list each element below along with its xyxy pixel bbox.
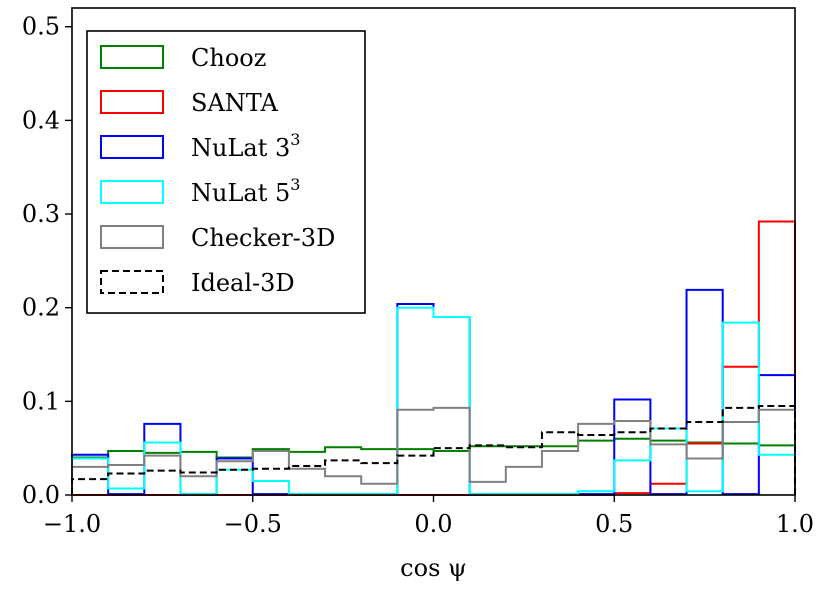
legend-entry: SANTA bbox=[100, 89, 278, 117]
legend-swatch bbox=[100, 45, 164, 69]
y-tick-label: 0.1 bbox=[22, 387, 60, 415]
legend-entry: Ideal-3D bbox=[100, 269, 295, 297]
legend-swatch bbox=[100, 180, 164, 204]
series-line-ideal-3d bbox=[71, 405, 796, 495]
legend-box bbox=[86, 30, 366, 314]
legend: Chooz SANTA NuLat 33 NuLat 53 Checker-3D Idea… bbox=[86, 30, 366, 314]
legend-entry: Chooz bbox=[100, 44, 266, 72]
legend-label: NuLat 33 bbox=[191, 130, 300, 162]
legend-swatch bbox=[100, 225, 164, 249]
x-tick-label: 1.0 bbox=[776, 510, 814, 538]
y-tick-label: 0.0 bbox=[22, 481, 60, 509]
legend-entry: NuLat 53 bbox=[100, 175, 300, 207]
x-tick-label: 0.0 bbox=[414, 510, 452, 538]
legend-label: SANTA bbox=[191, 89, 278, 117]
legend-entry: Checker-3D bbox=[100, 224, 335, 252]
legend-label: Ideal-3D bbox=[191, 269, 295, 297]
x-tick-label: 0.5 bbox=[595, 510, 633, 538]
legend-label: Chooz bbox=[191, 44, 266, 72]
x-tick-label: −0.5 bbox=[224, 510, 282, 538]
y-axis: 0.0 0.1 0.2 0.3 0.4 0.5 bbox=[22, 13, 72, 509]
y-tick-label: 0.4 bbox=[22, 106, 60, 134]
legend-swatch bbox=[100, 90, 164, 114]
x-axis: −1.0 −0.5 0.0 0.5 1.0 bbox=[43, 495, 814, 538]
legend-label: NuLat 53 bbox=[191, 175, 300, 207]
y-tick-label: 0.2 bbox=[22, 294, 60, 322]
series-line-nulat-5 bbox=[71, 306, 796, 496]
x-tick-label: −1.0 bbox=[43, 510, 101, 538]
y-tick-label: 0.5 bbox=[22, 13, 60, 41]
y-tick-label: 0.3 bbox=[22, 200, 60, 228]
legend-entry: NuLat 33 bbox=[100, 130, 300, 162]
x-axis-label: cos ψ bbox=[400, 554, 467, 582]
legend-label: Checker-3D bbox=[191, 224, 335, 252]
legend-swatch bbox=[100, 135, 164, 159]
legend-swatch bbox=[100, 270, 164, 294]
